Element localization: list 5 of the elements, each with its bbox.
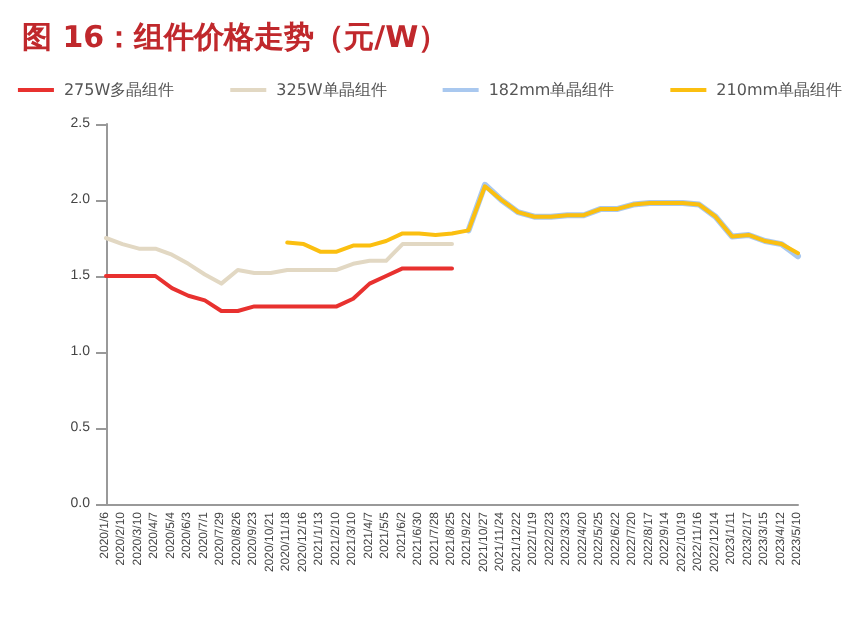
chart-title: 图 16：组件价格走势（元/W） xyxy=(22,19,449,55)
legend-label: 325W单晶组件 xyxy=(276,81,387,99)
legend-label: 182mm单晶组件 xyxy=(488,81,615,99)
legend-label: 275W多晶组件 xyxy=(63,81,175,99)
legend-label: 210mm单晶组件 xyxy=(716,81,843,99)
